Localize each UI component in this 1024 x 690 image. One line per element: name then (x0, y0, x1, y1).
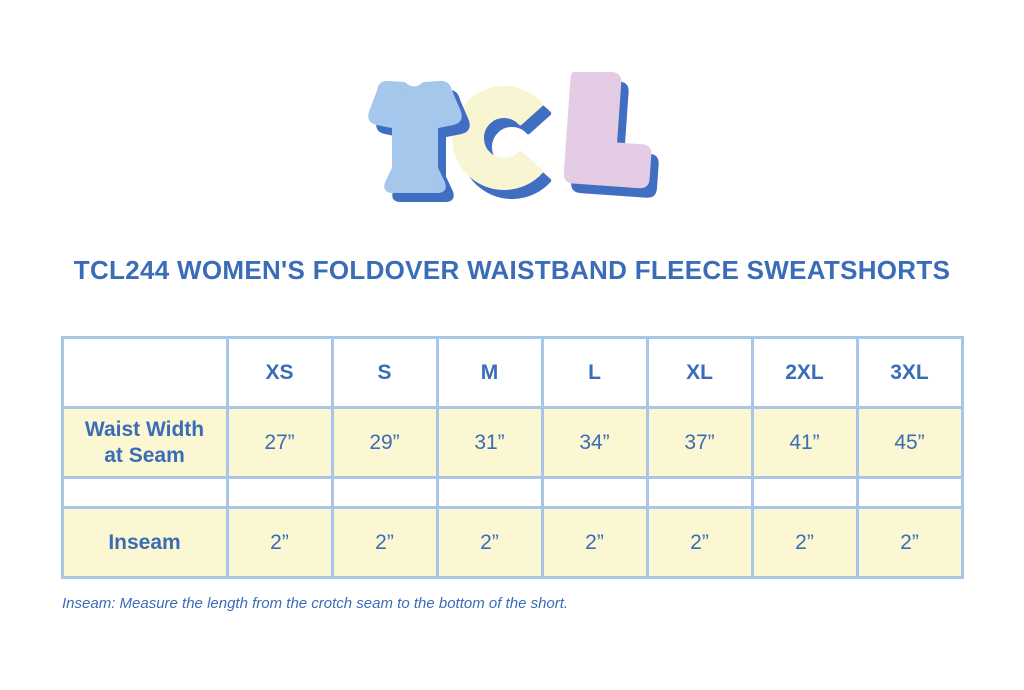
measurement-cell: 2” (540, 506, 649, 579)
measurement-cell: 2” (330, 506, 439, 579)
size-chart-table: XS S M L XL 2XL 3XL Waist Width at Seam … (60, 336, 964, 579)
measurement-cell: 29” (330, 406, 439, 479)
measurement-cell: 2” (225, 506, 334, 579)
size-col-header-m: M (435, 336, 544, 409)
brand-logo (0, 0, 1024, 209)
size-col-header-xl: XL (645, 336, 754, 409)
spacer-cell (855, 476, 964, 509)
size-col-header-l: L (540, 336, 649, 409)
size-col-header-3xl: 3XL (855, 336, 964, 409)
spacer-cell (540, 476, 649, 509)
measurement-cell: 34” (540, 406, 649, 479)
spacer-cell (60, 476, 229, 509)
measurement-cell: 2” (645, 506, 754, 579)
spacer-cell (750, 476, 859, 509)
spacer-row (60, 476, 964, 509)
inseam-footnote: Inseam: Measure the length from the crot… (62, 595, 569, 612)
spacer-cell (225, 476, 334, 509)
size-col-header-s: S (330, 336, 439, 409)
measurement-cell: 2” (435, 506, 544, 579)
measurement-cell: 45” (855, 406, 964, 479)
tcl-logo-graphic (368, 72, 660, 202)
size-col-header-xs: XS (225, 336, 334, 409)
page-title: TCL244 WOMEN'S FOLDOVER WAISTBAND FLEECE… (73, 255, 951, 285)
size-col-header-2xl: 2XL (750, 336, 859, 409)
row-label-waist-width: Waist Width at Seam (60, 406, 229, 479)
measurement-cell: 37” (645, 406, 754, 479)
measurement-cell: 27” (225, 406, 334, 479)
measurement-cell: 31” (435, 406, 544, 479)
waist-width-row: Waist Width at Seam 27” 29” 31” 34” 37” … (60, 406, 964, 479)
spacer-cell (330, 476, 439, 509)
measurement-cell: 41” (750, 406, 859, 479)
logo-letter-l (563, 72, 660, 199)
spacer-cell (645, 476, 754, 509)
spacer-cell (435, 476, 544, 509)
measurement-cell: 2” (750, 506, 859, 579)
logo-letter-c (452, 86, 552, 199)
measurement-cell: 2” (855, 506, 964, 579)
corner-cell (60, 336, 229, 409)
inseam-row: Inseam 2” 2” 2” 2” 2” 2” 2” (60, 506, 964, 579)
size-header-row: XS S M L XL 2XL 3XL (60, 336, 964, 409)
row-label-inseam: Inseam (60, 506, 229, 579)
